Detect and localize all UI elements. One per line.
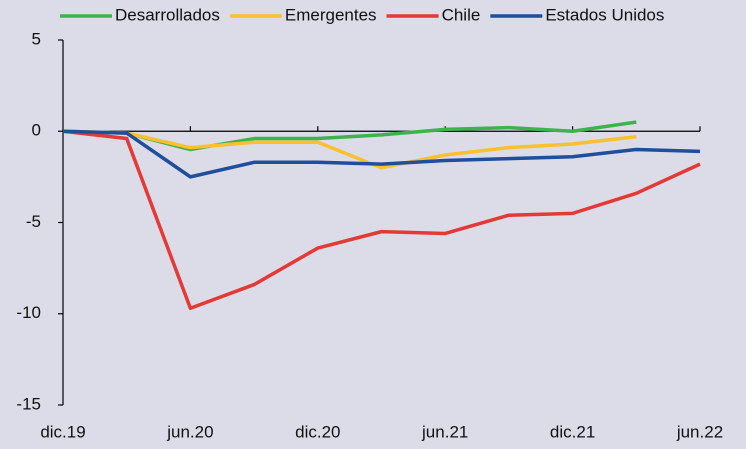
series-line [62,129,701,179]
legend-label: Emergentes [285,5,377,24]
legend-label: Estados Unidos [545,5,664,24]
y-tick-label: 5 [32,29,41,48]
x-tick-label: dic.21 [550,422,595,441]
y-tick-label: 0 [32,121,41,140]
x-tick-label: jun.21 [421,422,468,441]
x-tick-label: jun.22 [676,422,723,441]
y-tick-label: -10 [16,303,41,322]
x-tick-label: dic.20 [295,422,340,441]
legend-label: Desarrollados [115,5,220,24]
y-tick-label: -5 [26,212,41,231]
x-tick-label: jun.20 [166,422,213,441]
series-line [62,129,701,311]
x-tick-label: dic.19 [40,422,85,441]
series-line [62,129,637,170]
legend-label: Chile [442,5,481,24]
y-tick-label: -15 [16,394,41,413]
